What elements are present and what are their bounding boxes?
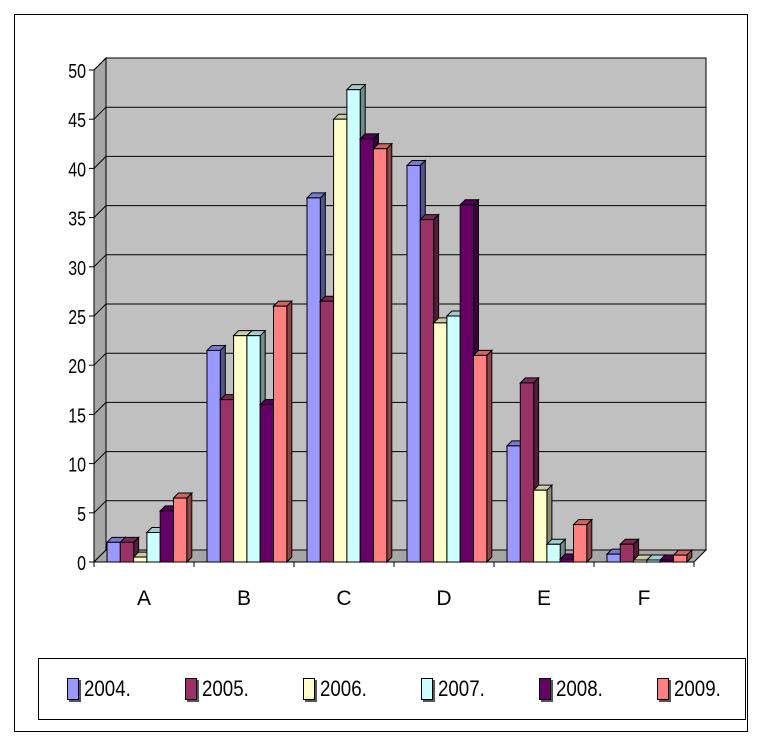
y-tick-label: 40 [68,159,86,181]
x-tick-label: A [137,587,151,610]
bar-A-2007 [146,531,161,563]
y-tick-label: 0 [77,552,86,574]
y-tick-label: 5 [77,503,86,525]
bar-C-2006 [333,118,348,563]
y-tick-label: 35 [68,208,86,230]
bar-C-2007 [346,89,361,563]
legend-label: 2008. [556,676,603,701]
x-tick-label: C [336,587,351,610]
bar-F-2007 [646,559,661,563]
bar-D-2005 [419,219,435,563]
gridline-side [93,352,107,366]
gridline-side [93,254,107,268]
bar-E-2007 [546,543,561,563]
y-tick-label: 25 [68,306,86,328]
bar-D-2009 [473,354,488,563]
bar-B-2004 [206,349,221,563]
legend-swatch [303,678,315,700]
legend-label: 2006. [320,676,367,701]
bar-A-2005 [119,541,135,563]
bar-C-2005 [319,300,335,563]
bar-side [186,491,193,564]
legend-label: 2007. [438,676,485,701]
bar-D-2007 [446,315,461,563]
y-tick-label: 15 [68,405,86,427]
bar-E-2006 [533,489,548,563]
bar-C-2004 [306,197,321,563]
y-tick-label: 10 [68,454,86,476]
bar-F-2009 [673,554,688,563]
bar-B-2005 [219,399,235,563]
gridline-side [93,303,107,317]
bar-F-2008 [659,559,675,563]
gridline-side [93,106,107,120]
bar-side [386,142,393,564]
legend: 2004. 2005. 2006. 2007. 2008. 2009. [38,658,746,720]
bar-D-2006 [433,322,448,563]
bar-D-2004 [406,164,421,563]
legend-item: 2004. [67,675,139,703]
bar-A-2008 [159,510,174,563]
legend-item: 2009. [657,675,729,703]
bar-C-2009 [373,148,388,563]
y-tick-label: 50 [68,60,86,82]
y-tick-label: 45 [68,110,86,132]
legend-swatch [657,678,669,700]
gridline-side [93,402,107,415]
bar-B-2006 [233,335,248,563]
bar-E-2004 [506,445,521,563]
gridline-side [93,500,107,514]
gridline-side [93,156,107,169]
legend-swatch [539,678,551,700]
bar-B-2008 [259,404,275,563]
legend-item: 2007. [421,675,493,703]
legend-swatch [185,678,197,700]
bar-A-2009 [173,497,188,563]
bar-side [586,518,593,564]
legend-item: 2006. [303,675,375,703]
bar-side [486,349,493,564]
x-tick-label: D [436,587,451,610]
bar-E-2005 [519,382,535,563]
legend-swatch [67,678,79,700]
bar-A-2004 [106,541,121,563]
legend-label: 2009. [674,676,721,701]
gridline-side [93,451,107,464]
x-tick-label: F [638,587,651,610]
bar-B-2007 [246,335,261,563]
legend-label: 2004. [84,676,131,701]
gridline-side [93,205,107,218]
gridline-side [93,57,107,71]
bar-C-2008 [359,138,375,563]
bar-F-2006 [633,559,648,563]
y-tick-label: 20 [68,356,86,378]
bar-B-2009 [273,305,288,563]
x-tick-label: B [237,587,251,610]
bar-side [286,299,293,564]
legend-item: 2005. [185,675,257,703]
legend-label: 2005. [202,676,249,701]
bar-E-2008 [559,558,575,563]
bar-F-2004 [606,553,621,563]
y-tick-label: 30 [68,257,86,279]
legend-swatch [421,678,433,700]
legend-item: 2008. [539,675,611,703]
bar-E-2009 [573,524,588,563]
bar-D-2008 [459,204,475,563]
bar-F-2005 [619,543,635,563]
x-tick-label: E [537,587,551,610]
bar-A-2006 [133,556,148,563]
